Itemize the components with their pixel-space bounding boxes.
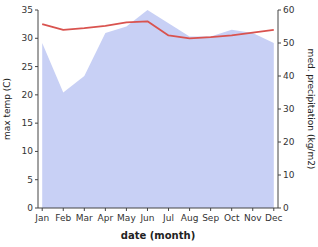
y2-tick [278, 43, 281, 44]
x-tick [210, 208, 211, 211]
x-tick [105, 208, 106, 211]
x-tick-label: Apr [98, 213, 114, 223]
x-tick [273, 208, 274, 211]
x-tick [42, 208, 43, 211]
x-tick [252, 208, 253, 211]
x-tick-label: Mar [76, 213, 93, 223]
x-axis-line [38, 208, 278, 209]
chart: 0 5 10 15 20 25 30 35 0 10 20 30 40 50 60 Jan Feb Mar AprM… [0, 0, 318, 247]
y-tick-label: 5 [27, 175, 33, 185]
y-axis-label: max temp (C) [2, 78, 12, 140]
y-tick-label: 15 [22, 118, 33, 128]
y2-axis-label: med. precipitation (kg/m2) [306, 49, 316, 170]
x-tick [168, 208, 169, 211]
y-tick-label: 35 [22, 5, 33, 15]
y-tick [35, 38, 38, 39]
x-tick [63, 208, 64, 211]
x-tick [189, 208, 190, 211]
x-tick-label: May [117, 213, 136, 223]
y2-tick-label: 50 [283, 38, 295, 48]
y-tick-label: 25 [22, 62, 33, 72]
x-tick-label: Dec [265, 213, 282, 223]
temp-line [42, 21, 274, 38]
x-axis-label: date (month) [121, 230, 195, 241]
x-tick [126, 208, 127, 211]
y-tick [35, 151, 38, 152]
y-tick [35, 123, 38, 124]
x-tick-label: Jan [34, 213, 49, 223]
y-tick-label: 30 [22, 33, 34, 43]
y-tick-label: 10 [22, 146, 34, 156]
y2-tick-label: 10 [283, 170, 295, 180]
x-tick [84, 208, 85, 211]
y2-tick [278, 208, 281, 209]
y2-tick-label: 40 [283, 71, 295, 81]
x-tick-label: Aug [181, 213, 199, 223]
x-tick-label: Oct [224, 213, 240, 223]
precip-area [42, 10, 274, 208]
y2-tick-label: 20 [283, 137, 295, 147]
x-tick-label: Jul [162, 213, 174, 223]
y2-tick-label: 60 [283, 5, 295, 15]
x-tick-label: Sep [202, 213, 219, 223]
y2-tick [278, 175, 281, 176]
data-group [42, 10, 274, 208]
x-tick-label: Nov [244, 213, 262, 223]
x-tick-label: Jun [139, 213, 154, 223]
y2-tick-label: 0 [283, 203, 289, 213]
y2-tick [278, 76, 281, 77]
y-tick [35, 179, 38, 180]
x-tick [147, 208, 148, 211]
x-tick [231, 208, 232, 211]
y2-tick [278, 10, 281, 11]
y-tick-label: 0 [27, 203, 33, 213]
y2-tick [278, 142, 281, 143]
y-tick-label: 20 [22, 90, 34, 100]
y-tick [35, 208, 38, 209]
y2-tick [278, 109, 281, 110]
y-tick [35, 10, 38, 11]
y2-tick-label: 30 [283, 104, 295, 114]
x-tick-label: Feb [55, 213, 71, 223]
y-tick [35, 66, 38, 67]
y-tick [35, 94, 38, 95]
y-axis-line [38, 10, 39, 208]
